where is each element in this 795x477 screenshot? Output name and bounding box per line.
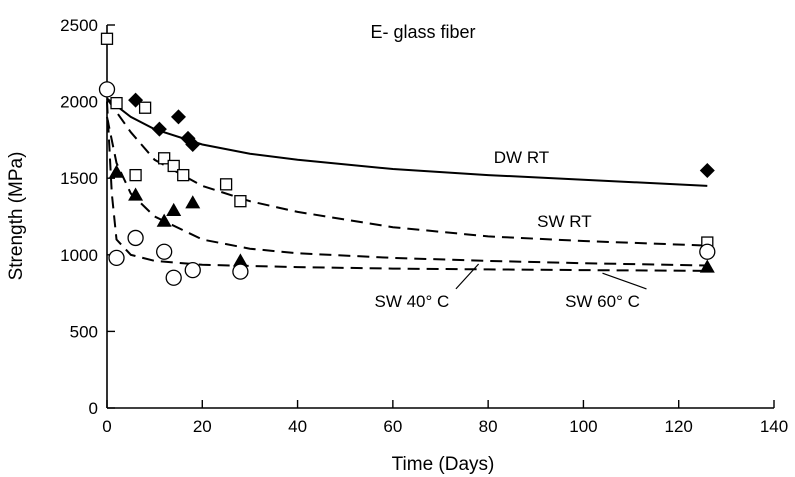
x-axis-title: Time (Days) <box>392 454 495 475</box>
data-point-square <box>158 152 171 165</box>
data-point-square <box>234 195 247 208</box>
data-point-triangle <box>185 195 201 209</box>
data-point-triangle <box>109 164 125 178</box>
series-label: SW 60° C <box>565 292 640 311</box>
data-point-triangle <box>128 187 144 201</box>
leader-line <box>602 272 647 290</box>
data-point-square <box>138 101 152 114</box>
y-tick-label: 2000 <box>60 93 98 112</box>
fit-line <box>106 101 708 272</box>
fit-lines <box>106 97 708 272</box>
data-point-square <box>129 168 142 182</box>
data-point-circle <box>98 81 116 98</box>
data-point-triangle <box>232 253 248 267</box>
fit-line <box>106 97 708 187</box>
data-point-square <box>167 159 180 173</box>
leader-line <box>455 263 480 290</box>
series-label: SW 40° C <box>375 292 450 311</box>
data-point-circle <box>699 243 716 260</box>
data-point-square <box>219 178 233 191</box>
data-point-triangle <box>166 202 182 216</box>
x-tick-label: 0 <box>102 417 111 436</box>
y-tick-label: 1000 <box>60 246 98 265</box>
data-point-triangle <box>699 259 715 273</box>
data-point-circle <box>108 249 125 267</box>
series-label: SW RT <box>537 212 591 231</box>
data-point-diamond <box>170 109 186 125</box>
x-tick-label: 40 <box>288 417 307 436</box>
data-point-circle <box>127 229 144 247</box>
data-point-diamond <box>151 121 167 137</box>
data-point-circle <box>156 243 173 260</box>
y-tick-label: 2500 <box>60 16 98 35</box>
data-markers <box>98 32 716 286</box>
chart-title: E- glass fiber <box>370 22 475 42</box>
x-tick-label: 60 <box>383 417 402 436</box>
data-point-circle <box>184 261 201 279</box>
axes: 0 20 40 60 80 100 120 140 0 500 1000 1500 2000 2500 <box>60 16 788 436</box>
fit-line <box>106 116 708 267</box>
data-point-triangle <box>156 213 172 227</box>
x-tick-label: 20 <box>193 417 212 436</box>
data-point-square <box>100 32 114 45</box>
data-point-square <box>110 96 123 110</box>
data-point-circle <box>232 263 249 280</box>
x-tick-label: 140 <box>760 417 788 436</box>
data-point-circle <box>165 269 182 286</box>
x-tick-label: 80 <box>479 417 498 436</box>
series-label: DW RT <box>494 148 549 167</box>
y-tick-label: 1500 <box>60 169 98 188</box>
y-axis-title: Strength (MPa) <box>6 152 27 281</box>
data-point-square <box>177 168 190 182</box>
data-point-diamond <box>699 163 715 179</box>
x-tick-label: 120 <box>665 417 693 436</box>
y-tick-label: 0 <box>89 399 98 418</box>
y-tick-label: 500 <box>70 322 98 341</box>
data-point-diamond <box>185 136 201 152</box>
annotations: DW RT SW RT SW 40° C SW 60° C <box>375 148 647 311</box>
fit-line <box>106 97 708 247</box>
x-tick-label: 100 <box>569 417 597 436</box>
